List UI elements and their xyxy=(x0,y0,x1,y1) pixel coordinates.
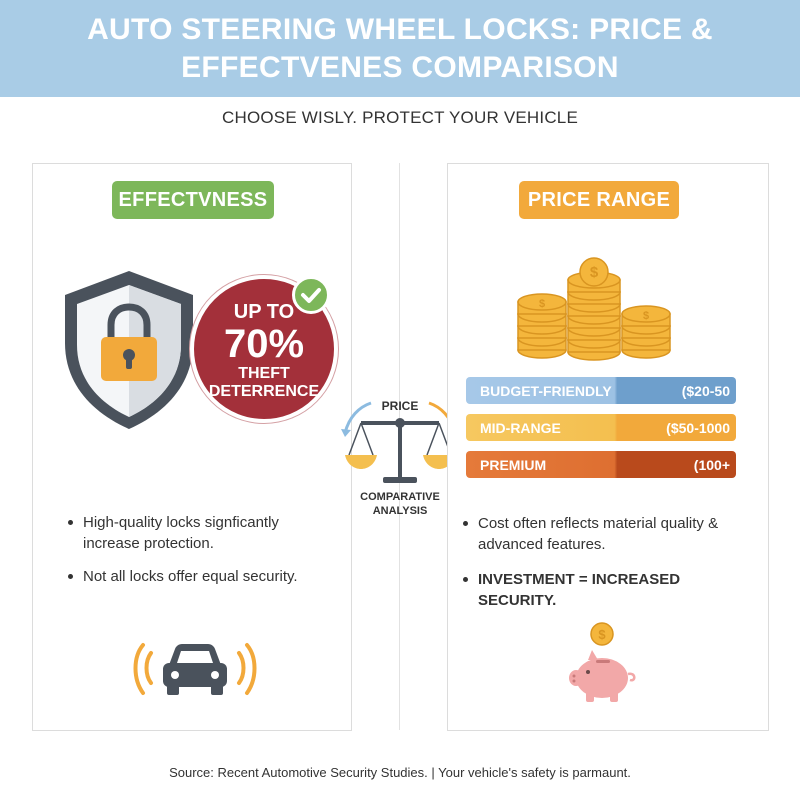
comparative-label-line-2: ANALYSIS xyxy=(372,505,428,517)
tier-label: BUDGET-FRIENDLY xyxy=(480,382,612,399)
list-item: High-quality locks signficantly increase… xyxy=(65,512,335,554)
page-subtitle: CHOOSE WISLY. PROTECT YOUR VEHICLE xyxy=(221,108,578,127)
effectiveness-panel: EFFECTVNESS UP TO 70% THEFT DETERRENCE H… xyxy=(32,163,352,731)
list-item: Cost often reflects material quality & a… xyxy=(460,513,760,555)
tier-value: ($20-50 xyxy=(681,382,730,399)
source-footer: Source: Recent Automotive Security Studi… xyxy=(169,765,631,780)
badge-line-3: THEFT xyxy=(238,365,290,382)
price-bullets: Cost often reflects material quality & a… xyxy=(460,513,760,623)
comparative-label-line-1: COMPARATIVE xyxy=(360,491,440,503)
price-range-panel: PRICE RANGE xyxy=(447,163,769,731)
check-icon xyxy=(292,276,330,314)
price-label: PRICE xyxy=(381,399,419,413)
effectiveness-bullets: High-quality locks signficantly increase… xyxy=(65,512,335,599)
badge-line-4: DETERRENCE xyxy=(208,383,320,400)
header-banner: AUTO STEERING WHEEL LOCKS: PRICE & EFFEC… xyxy=(0,0,800,97)
svg-text:$: $ xyxy=(643,310,649,322)
tier-mid-range-bar: MID-RANGE ($50-1000 xyxy=(466,414,736,441)
piggy-bank-icon: $ xyxy=(569,622,636,702)
svg-text:$: $ xyxy=(539,298,545,310)
price-tier-bars: BUDGET-FRIENDLY ($20-50 MID-RANGE ($50-1… xyxy=(466,377,736,488)
tier-value: (100+ xyxy=(693,456,730,473)
badge-percentage: 70% xyxy=(223,322,305,366)
effectiveness-heading: EFFECTVNESS xyxy=(112,181,274,219)
car-alarm-icon xyxy=(133,643,257,695)
title-line-2: EFFECTVENES COMPARISON xyxy=(181,50,619,84)
list-item: INVESTMENT = INCREASED SECURITY. xyxy=(460,569,760,611)
comparative-analysis-label: COMPARATIVE ANALYSIS xyxy=(340,490,460,518)
price-range-heading: PRICE RANGE xyxy=(519,181,679,219)
badge-line-1: UP TO xyxy=(233,301,295,323)
tier-value: ($50-1000 xyxy=(666,419,730,436)
tier-budget-bar: BUDGET-FRIENDLY ($20-50 xyxy=(466,377,736,404)
title-line-1: AUTO STEERING WHEEL LOCKS: PRICE & xyxy=(87,12,713,46)
svg-text:$: $ xyxy=(590,264,599,281)
tier-label: MID-RANGE xyxy=(480,419,561,436)
shield-lock-icon xyxy=(65,271,193,429)
theft-deterrence-badge: UP TO 70% THEFT DETERRENCE xyxy=(190,275,338,423)
list-item: Not all locks offer equal security. xyxy=(65,566,335,587)
coin-stack-icon: $ $ $ xyxy=(517,257,671,361)
tier-label: PREMIUM xyxy=(480,456,547,473)
svg-text:$: $ xyxy=(598,627,606,642)
page-title: AUTO STEERING WHEEL LOCKS: PRICE & EFFEC… xyxy=(87,11,713,87)
tier-premium-bar: PREMIUM (100+ xyxy=(466,451,736,478)
